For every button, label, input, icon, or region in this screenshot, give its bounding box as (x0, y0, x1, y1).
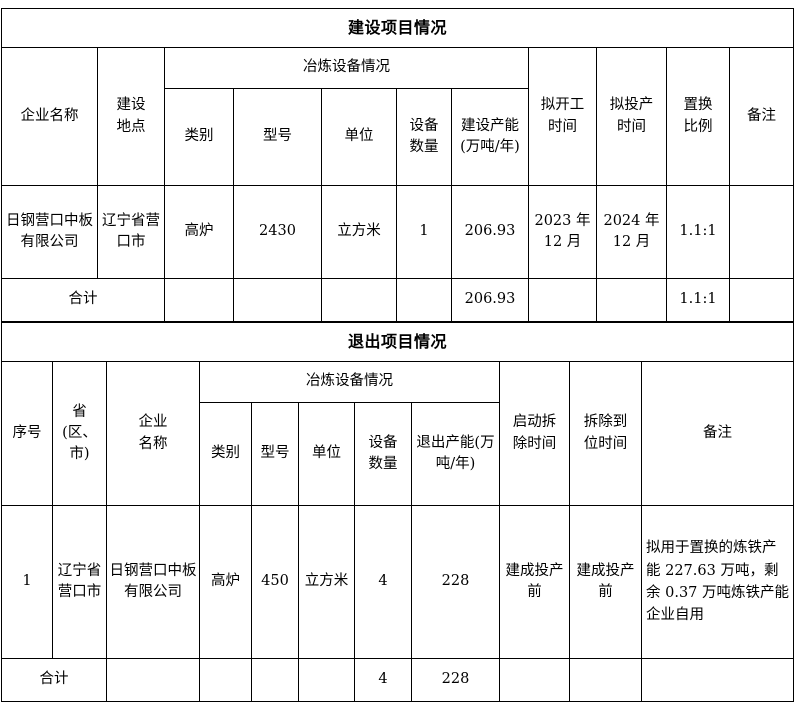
cell-construction-capacity: 206.93 (451, 185, 529, 279)
total-planned-start-time (528, 278, 597, 322)
header-build-location: 建设 地点 (97, 47, 165, 186)
cell-enterprise-name: 日钢营口中板有限公司 (1, 185, 98, 279)
total-swap-ratio: 1.1:1 (666, 278, 730, 322)
total-demolition-start-time (499, 658, 570, 702)
total-exit-capacity: 228 (411, 658, 500, 702)
cell-model: 2430 (233, 185, 322, 279)
cell-planned-start-time: 2023 年12 月 (528, 185, 597, 279)
total-label: 合计 (1, 278, 165, 322)
header-remarks: 备注 (728, 47, 794, 186)
total-device-count: 4 (354, 658, 412, 702)
table1-header-row-1: 企业名称 建设 地点 冶炼设备情况 拟开工 时间 拟投产 时间 置换 比例 备注 (1, 47, 794, 186)
cell-remarks (728, 185, 794, 279)
cell-device-count: 4 (354, 505, 412, 659)
cell-exit-capacity: 228 (411, 505, 500, 659)
cell-demolition-start-time: 建成投产前 (499, 505, 570, 659)
header-enterprise-name: 企业名称 (106, 361, 200, 506)
header-remarks: 备注 (640, 361, 794, 506)
table2-header-row-2: 类别 型号 单位 设备 数量 退出产能(万吨/年) (2, 402, 794, 506)
header-exit-capacity: 退出产能(万吨/年) (411, 402, 500, 506)
cell-device-count: 1 (396, 185, 452, 279)
header-device-count: 设备 数量 (396, 88, 452, 186)
table2-total-row: 合计 4 228 (1, 658, 794, 702)
total-model (251, 658, 299, 702)
table2-header-row-1: 序号 省 (区、 市) 企业 名称 冶炼设备情况 启动拆 除时间 拆除到 位时间 备注 (1, 361, 794, 506)
total-remarks (640, 658, 794, 702)
cell-unit: 立方米 (298, 505, 355, 659)
header-construction-capacity: 建设产能(万吨/年) (451, 88, 529, 186)
construction-project-title: 建设项目情况 (0, 8, 794, 48)
total-label: 合计 (1, 658, 107, 702)
total-construction-capacity: 206.93 (451, 278, 529, 322)
total-demolition-done-time (569, 658, 642, 702)
cell-enterprise-name: 日钢营口中板有限公司 (106, 505, 200, 659)
header-device-count: 设备 数量 (354, 402, 412, 506)
header-model: 型号 (251, 402, 299, 506)
exit-project-title: 退出项目情况 (0, 322, 794, 362)
cell-remarks: 拟用于置换的炼铁产能 227.63 万吨，剩余 0.37 万吨炼铁产能企业自用 (640, 505, 794, 659)
header-enterprise-name: 企业名称 (1, 47, 98, 186)
header-planned-production-time: 拟投产 时间 (596, 47, 667, 186)
header-demolition-done-time: 拆除到 位时间 (569, 361, 642, 506)
cell-serial-number: 1 (1, 505, 53, 659)
construction-project-table: 建设项目情况 企业名称 建设 地点 冶炼设备情况 拟开工 时间 拟投产 时间 置换 比例… (0, 8, 794, 322)
total-unit (298, 658, 355, 702)
cell-model: 450 (251, 505, 299, 659)
table-row: 日钢营口中板有限公司 辽宁省营口市 高炉 2430 立方米 1 206.93 2… (1, 185, 794, 279)
total-category (199, 658, 252, 702)
header-province: 省 (区、 市) (52, 361, 107, 506)
cell-planned-production-time: 2024 年12 月 (596, 185, 667, 279)
header-planned-start-time: 拟开工 时间 (528, 47, 597, 186)
header-category: 类别 (164, 88, 234, 186)
header-demolition-start-time: 启动拆 除时间 (499, 361, 570, 506)
table1-title-row: 建设项目情况 (0, 8, 794, 48)
header-swap-ratio: 置换 比例 (666, 47, 730, 186)
cell-category: 高炉 (199, 505, 252, 659)
header-unit: 单位 (321, 88, 397, 186)
header-smelting-equipment-group: 冶炼设备情况 (164, 47, 529, 89)
cell-build-location: 辽宁省营口市 (97, 185, 165, 279)
header-category: 类别 (199, 402, 252, 506)
total-remarks (728, 278, 794, 322)
header-model: 型号 (233, 88, 322, 186)
cell-unit: 立方米 (321, 185, 397, 279)
total-enterprise-name (106, 658, 200, 702)
cell-demolition-done-time: 建成投产前 (569, 505, 642, 659)
total-planned-production-time (596, 278, 667, 322)
header-smelting-equipment-group: 冶炼设备情况 (199, 361, 500, 403)
header-unit: 单位 (298, 402, 355, 506)
cell-category: 高炉 (164, 185, 234, 279)
cell-province: 辽宁省营口市 (52, 505, 107, 659)
table1-header-row-2: 类别 型号 单位 设备 数量 建设产能(万吨/年) (2, 88, 794, 186)
exit-project-table: 退出项目情况 序号 省 (区、 市) 企业 名称 冶炼设备情况 启动拆 除时间 拆除到位… (0, 322, 794, 702)
total-device-count (396, 278, 452, 322)
table2-title-row: 退出项目情况 (0, 322, 794, 362)
cell-swap-ratio: 1.1:1 (666, 185, 730, 279)
total-category (164, 278, 234, 322)
table1-total-row: 合计 206.93 1.1:1 (1, 278, 794, 322)
table-row: 1 辽宁省营口市 日钢营口中板有限公司 高炉 450 立方米 4 228 建成投… (1, 505, 794, 659)
total-unit (321, 278, 397, 322)
header-serial-number: 序号 (1, 361, 53, 506)
total-model (233, 278, 322, 322)
